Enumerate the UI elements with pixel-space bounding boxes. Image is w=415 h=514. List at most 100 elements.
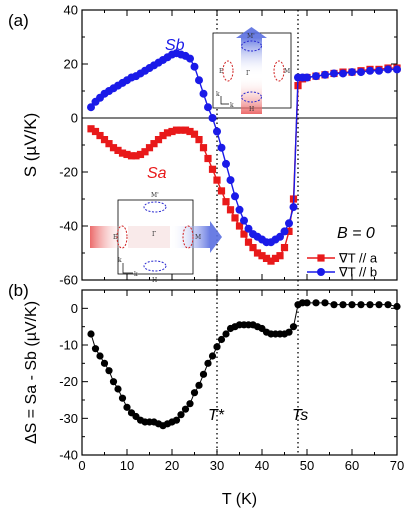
- data-point-sa: [127, 152, 136, 160]
- data-point-sa: [118, 149, 127, 157]
- data-point-sa: [208, 165, 217, 173]
- svg-text:M: M: [284, 68, 290, 75]
- data-point-delta: [289, 323, 298, 331]
- y-axis-label-a: S (µV/K): [21, 113, 40, 178]
- data-point-sa: [132, 152, 140, 160]
- data-point-sa: [262, 254, 271, 262]
- data-point-sb: [339, 69, 347, 78]
- y-tick-label: -20: [59, 374, 78, 389]
- data-point-sa: [109, 144, 118, 152]
- plot-frames: [81, 9, 398, 456]
- y-tick-label: 0: [71, 301, 78, 316]
- svg-text:Γ: Γ: [152, 231, 156, 238]
- data-point-sb: [231, 192, 239, 201]
- data-point-sa: [91, 127, 100, 136]
- data-point-sa: [280, 244, 289, 252]
- data-point-delta: [105, 367, 113, 375]
- x-tick-label: 30: [210, 458, 224, 473]
- legend-label-b: ∇T // b: [338, 265, 377, 280]
- data-point-sa: [172, 126, 181, 134]
- data-point-sb: [87, 103, 95, 112]
- data-point-sa: [199, 144, 208, 152]
- data-point-sa: [217, 187, 226, 195]
- data-point-sb: [330, 69, 338, 78]
- data-point-sa: [285, 227, 293, 235]
- data-layer: [87, 49, 401, 430]
- data-point-delta: [222, 330, 230, 338]
- data-point-sb: [240, 216, 248, 225]
- svg-text:M': M': [151, 192, 159, 199]
- data-point-delta: [123, 403, 131, 411]
- data-point-delta: [217, 335, 226, 344]
- data-point-delta: [208, 352, 217, 360]
- data-point-sa: [258, 252, 266, 260]
- legend-marker-b: [317, 268, 325, 276]
- data-point-delta: [357, 301, 365, 309]
- data-point-sa: [136, 150, 145, 159]
- data-point-sb: [289, 203, 298, 212]
- x-tick-label: 10: [120, 458, 134, 473]
- data-point-sa: [141, 148, 149, 156]
- data-point-sa: [177, 126, 185, 134]
- data-point-delta: [91, 345, 100, 353]
- data-point-sb: [393, 65, 401, 74]
- data-point-sb: [303, 73, 311, 82]
- curve-label-sa: Sa: [147, 165, 167, 182]
- data-point-sb: [384, 65, 392, 74]
- data-point-sb: [280, 227, 289, 236]
- data-point-delta: [199, 370, 208, 378]
- x-axis-label: T (K): [222, 491, 257, 508]
- data-point-sa: [276, 252, 284, 260]
- data-point-delta: [375, 301, 383, 309]
- data-point-delta: [312, 299, 320, 307]
- data-point-delta: [96, 352, 104, 360]
- panel-label-b: (b): [8, 281, 29, 300]
- data-point-sb: [199, 89, 208, 98]
- data-point-sa: [87, 125, 95, 133]
- data-point-sb: [312, 72, 320, 81]
- svg-text:E: E: [113, 234, 117, 241]
- data-point-delta: [195, 381, 203, 389]
- y-tick-label: -40: [59, 448, 78, 463]
- y-tick-label: -10: [59, 338, 78, 353]
- y-tick-label: 40: [64, 3, 78, 18]
- data-point-sb: [190, 62, 199, 71]
- data-point-sb: [226, 176, 235, 185]
- data-point-delta: [366, 301, 374, 309]
- data-point-sb: [348, 68, 356, 77]
- data-point-sa: [253, 249, 262, 257]
- data-point-sb: [186, 54, 194, 63]
- plot-frame-b: [81, 289, 398, 456]
- svg-text:H: H: [249, 106, 254, 113]
- x-tick-label: 60: [345, 458, 359, 473]
- panel-label-a: (a): [8, 11, 29, 30]
- data-point-sa: [213, 176, 221, 184]
- data-point-sb: [375, 66, 383, 75]
- data-point-sa: [163, 129, 172, 137]
- data-point-sb: [204, 103, 212, 112]
- data-point-sa: [249, 244, 257, 252]
- data-point-sb: [321, 70, 329, 79]
- data-point-sa: [181, 126, 190, 134]
- data-point-delta: [348, 301, 356, 309]
- data-point-delta: [109, 378, 118, 386]
- data-point-sb: [195, 76, 203, 85]
- data-point-sa: [145, 144, 154, 152]
- data-point-delta: [114, 385, 122, 393]
- data-point-delta: [172, 416, 181, 424]
- data-point-sb: [366, 66, 374, 75]
- data-point-sa: [190, 130, 199, 138]
- svg-text:k: k: [216, 91, 220, 98]
- y-tick-label: -60: [59, 273, 78, 288]
- y-tick-label: -40: [59, 219, 78, 234]
- text-layer: 0 10 20 30 40 50 60 70 -60 -40 -20 0 20 40 -40 -30 -20 -1…: [8, 3, 404, 509]
- data-point-sa: [231, 214, 239, 222]
- legend-label-a: ∇T // a: [338, 251, 378, 266]
- data-point-sa: [204, 154, 212, 163]
- data-point-sa: [240, 230, 248, 238]
- data-point-delta: [339, 301, 347, 309]
- data-point-sb: [357, 68, 365, 77]
- fermi-surface-inset-top: M' E M H Γ k k: [212, 27, 292, 114]
- y-axis-label-b: ΔS = Sa - Sb (µV/K): [23, 301, 40, 444]
